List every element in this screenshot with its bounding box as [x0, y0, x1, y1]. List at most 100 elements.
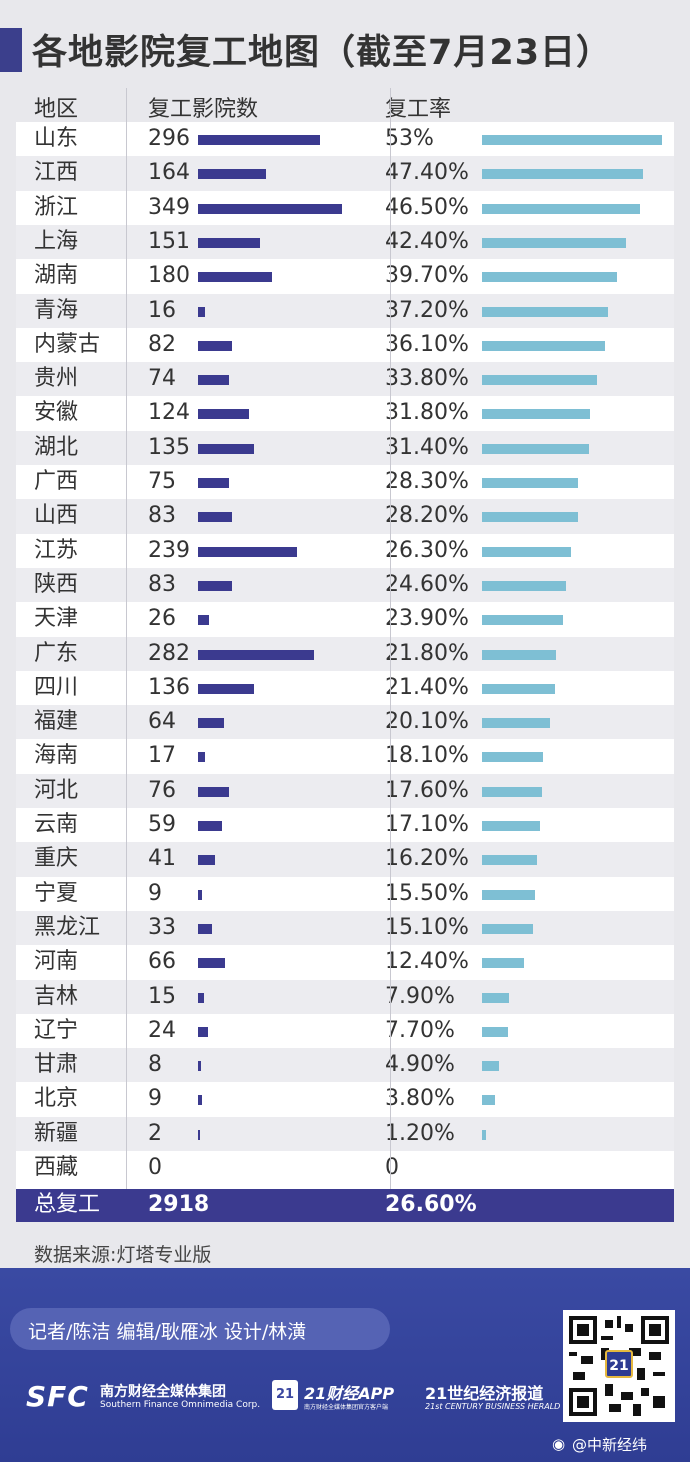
table-row: 重庆 41 16.20% [16, 842, 674, 876]
credits-text: 记者/陈洁 编辑/耿雁冰 设计/林潢 [28, 1317, 306, 1344]
table-row: 西藏 0 0 [16, 1151, 674, 1185]
rate-bar [482, 1130, 486, 1140]
table-row: 江苏 239 26.30% [16, 534, 674, 568]
rate-value: 31.40% [385, 435, 469, 461]
data-source: 数据来源:灯塔专业版 [34, 1240, 211, 1267]
table-row: 河南 66 12.40% [16, 945, 674, 979]
region-name: 内蒙古 [34, 332, 100, 358]
rate-value: 21.40% [385, 675, 469, 701]
table-row: 北京 9 3.80% [16, 1082, 674, 1116]
rate-value: 24.60% [385, 572, 469, 598]
region-name: 宁夏 [34, 881, 78, 907]
cinema-count: 0 [148, 1155, 162, 1181]
region-name: 辽宁 [34, 1018, 78, 1044]
region-name: 贵州 [34, 366, 78, 392]
rate-value: 17.10% [385, 812, 469, 838]
rate-bar [482, 375, 597, 385]
rate-value: 23.90% [385, 606, 469, 632]
region-name: 西藏 [34, 1155, 78, 1181]
table-row: 辽宁 24 7.70% [16, 1014, 674, 1048]
rate-bar [482, 650, 556, 660]
cinema-count: 83 [148, 503, 176, 529]
rate-bar [482, 684, 555, 694]
table-row: 贵州 74 33.80% [16, 362, 674, 396]
table-row: 安徽 124 31.80% [16, 396, 674, 430]
cinema-count: 9 [148, 1086, 162, 1112]
rate-value: 7.70% [385, 1018, 455, 1044]
rate-bar [482, 1095, 495, 1105]
herald-english-name: 21st CENTURY BUSINESS HERALD [425, 1402, 560, 1411]
cinema-count: 2 [148, 1121, 162, 1147]
sfc-logo: SFC [26, 1380, 89, 1413]
cinema-bar [198, 478, 229, 488]
rate-value: 12.40% [385, 949, 469, 975]
region-name: 上海 [34, 229, 78, 255]
column-divider [390, 88, 391, 1192]
region-name: 陕西 [34, 572, 78, 598]
region-name: 福建 [34, 709, 78, 735]
cinema-bar [198, 821, 222, 831]
app-name: 21财经APP [304, 1380, 394, 1404]
weibo-handle: @中新经纬 [572, 1434, 647, 1455]
rate-value: 20.10% [385, 709, 469, 735]
data-table: 地区 复工影院数 复工率 山东 296 53% 江西 164 47.40% 浙江 349 46.… [16, 88, 674, 1222]
cinema-count: 282 [148, 641, 190, 667]
cinema-count: 16 [148, 298, 176, 324]
cinema-bar [198, 1061, 201, 1071]
cinema-bar [198, 1130, 200, 1140]
weibo-icon: ◉ [552, 1435, 565, 1453]
rate-value: 16.20% [385, 846, 469, 872]
cinema-bar [198, 1095, 202, 1105]
rate-value: 33.80% [385, 366, 469, 392]
rate-bar [482, 718, 550, 728]
qr-code-icon[interactable]: 21 [563, 1310, 675, 1422]
rate-value: 31.80% [385, 400, 469, 426]
region-name: 广东 [34, 641, 78, 667]
rate-bar [482, 581, 566, 591]
total-rate: 26.60% [385, 1192, 477, 1218]
cinema-bar [198, 375, 229, 385]
region-name: 安徽 [34, 400, 78, 426]
cinema-count: 66 [148, 949, 176, 975]
cinema-bar [198, 307, 205, 317]
rate-bar [482, 341, 605, 351]
chart-title: 各地影院复工地图（截至7月23日） [32, 24, 612, 75]
qr-badge-icon: 21 [605, 1350, 633, 1378]
cinema-bar [198, 718, 224, 728]
table-row: 浙江 349 46.50% [16, 191, 674, 225]
table-row: 河北 76 17.60% [16, 774, 674, 808]
cinema-count: 135 [148, 435, 190, 461]
table-row: 天津 26 23.90% [16, 602, 674, 636]
region-name: 浙江 [34, 195, 78, 221]
cinema-bar [198, 444, 254, 454]
cinema-bar [198, 958, 225, 968]
rate-value: 15.10% [385, 915, 469, 941]
header-rate: 复工率 [385, 91, 451, 123]
rate-bar [482, 547, 571, 557]
cinema-bar [198, 341, 232, 351]
rate-bar [482, 924, 533, 934]
cinema-bar [198, 512, 232, 522]
table-row: 四川 136 21.40% [16, 671, 674, 705]
rate-value: 28.20% [385, 503, 469, 529]
cinema-count: 64 [148, 709, 176, 735]
rate-bar [482, 169, 643, 179]
table-row: 广东 282 21.80% [16, 637, 674, 671]
herald-name: 21世纪经济报道 [425, 1380, 543, 1404]
cinema-bar [198, 272, 272, 282]
rate-bar [482, 409, 590, 419]
cinema-count: 74 [148, 366, 176, 392]
rate-bar [482, 787, 542, 797]
cinema-count: 296 [148, 126, 190, 152]
cinema-bar [198, 547, 297, 557]
table-row: 福建 64 20.10% [16, 705, 674, 739]
rate-value: 7.90% [385, 984, 455, 1010]
cinema-bar [198, 135, 320, 145]
cinema-count: 164 [148, 160, 190, 186]
region-name: 青海 [34, 298, 78, 324]
rate-value: 17.60% [385, 778, 469, 804]
table-row: 山西 83 28.20% [16, 499, 674, 533]
rate-bar [482, 512, 578, 522]
cinema-count: 9 [148, 881, 162, 907]
table-row: 江西 164 47.40% [16, 156, 674, 190]
